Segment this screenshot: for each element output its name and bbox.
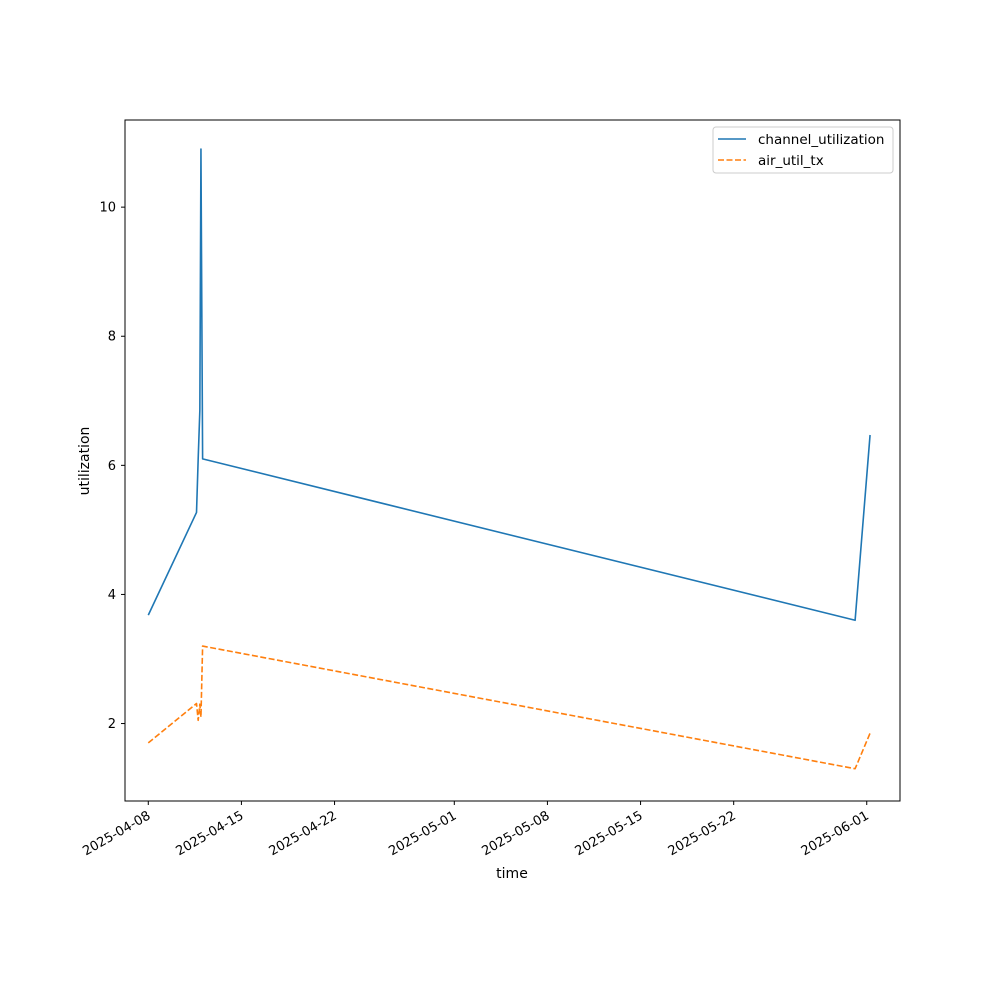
y-tick-label: 8 xyxy=(108,330,116,345)
y-tick-label: 2 xyxy=(108,717,116,732)
y-axis-label: utilization xyxy=(77,427,93,496)
plot-lines xyxy=(147,148,871,770)
series-line-channel-utilization xyxy=(147,148,871,622)
x-axis-label: time xyxy=(496,866,528,882)
y-axis: 2 4 6 8 10 xyxy=(99,201,125,732)
legend-box xyxy=(712,126,894,174)
series-line-air-util-tx xyxy=(147,645,871,770)
legend-label-channel-utilization: channel_utilization xyxy=(758,132,885,148)
plot-frame xyxy=(124,119,901,802)
y-tick-label: 10 xyxy=(99,201,116,216)
y-tick-label: 4 xyxy=(108,588,116,603)
legend: channel_utilization air_util_tx xyxy=(712,126,894,174)
legend-label-air-util-tx: air_util_tx xyxy=(758,153,824,169)
y-tick-label: 6 xyxy=(108,459,116,474)
